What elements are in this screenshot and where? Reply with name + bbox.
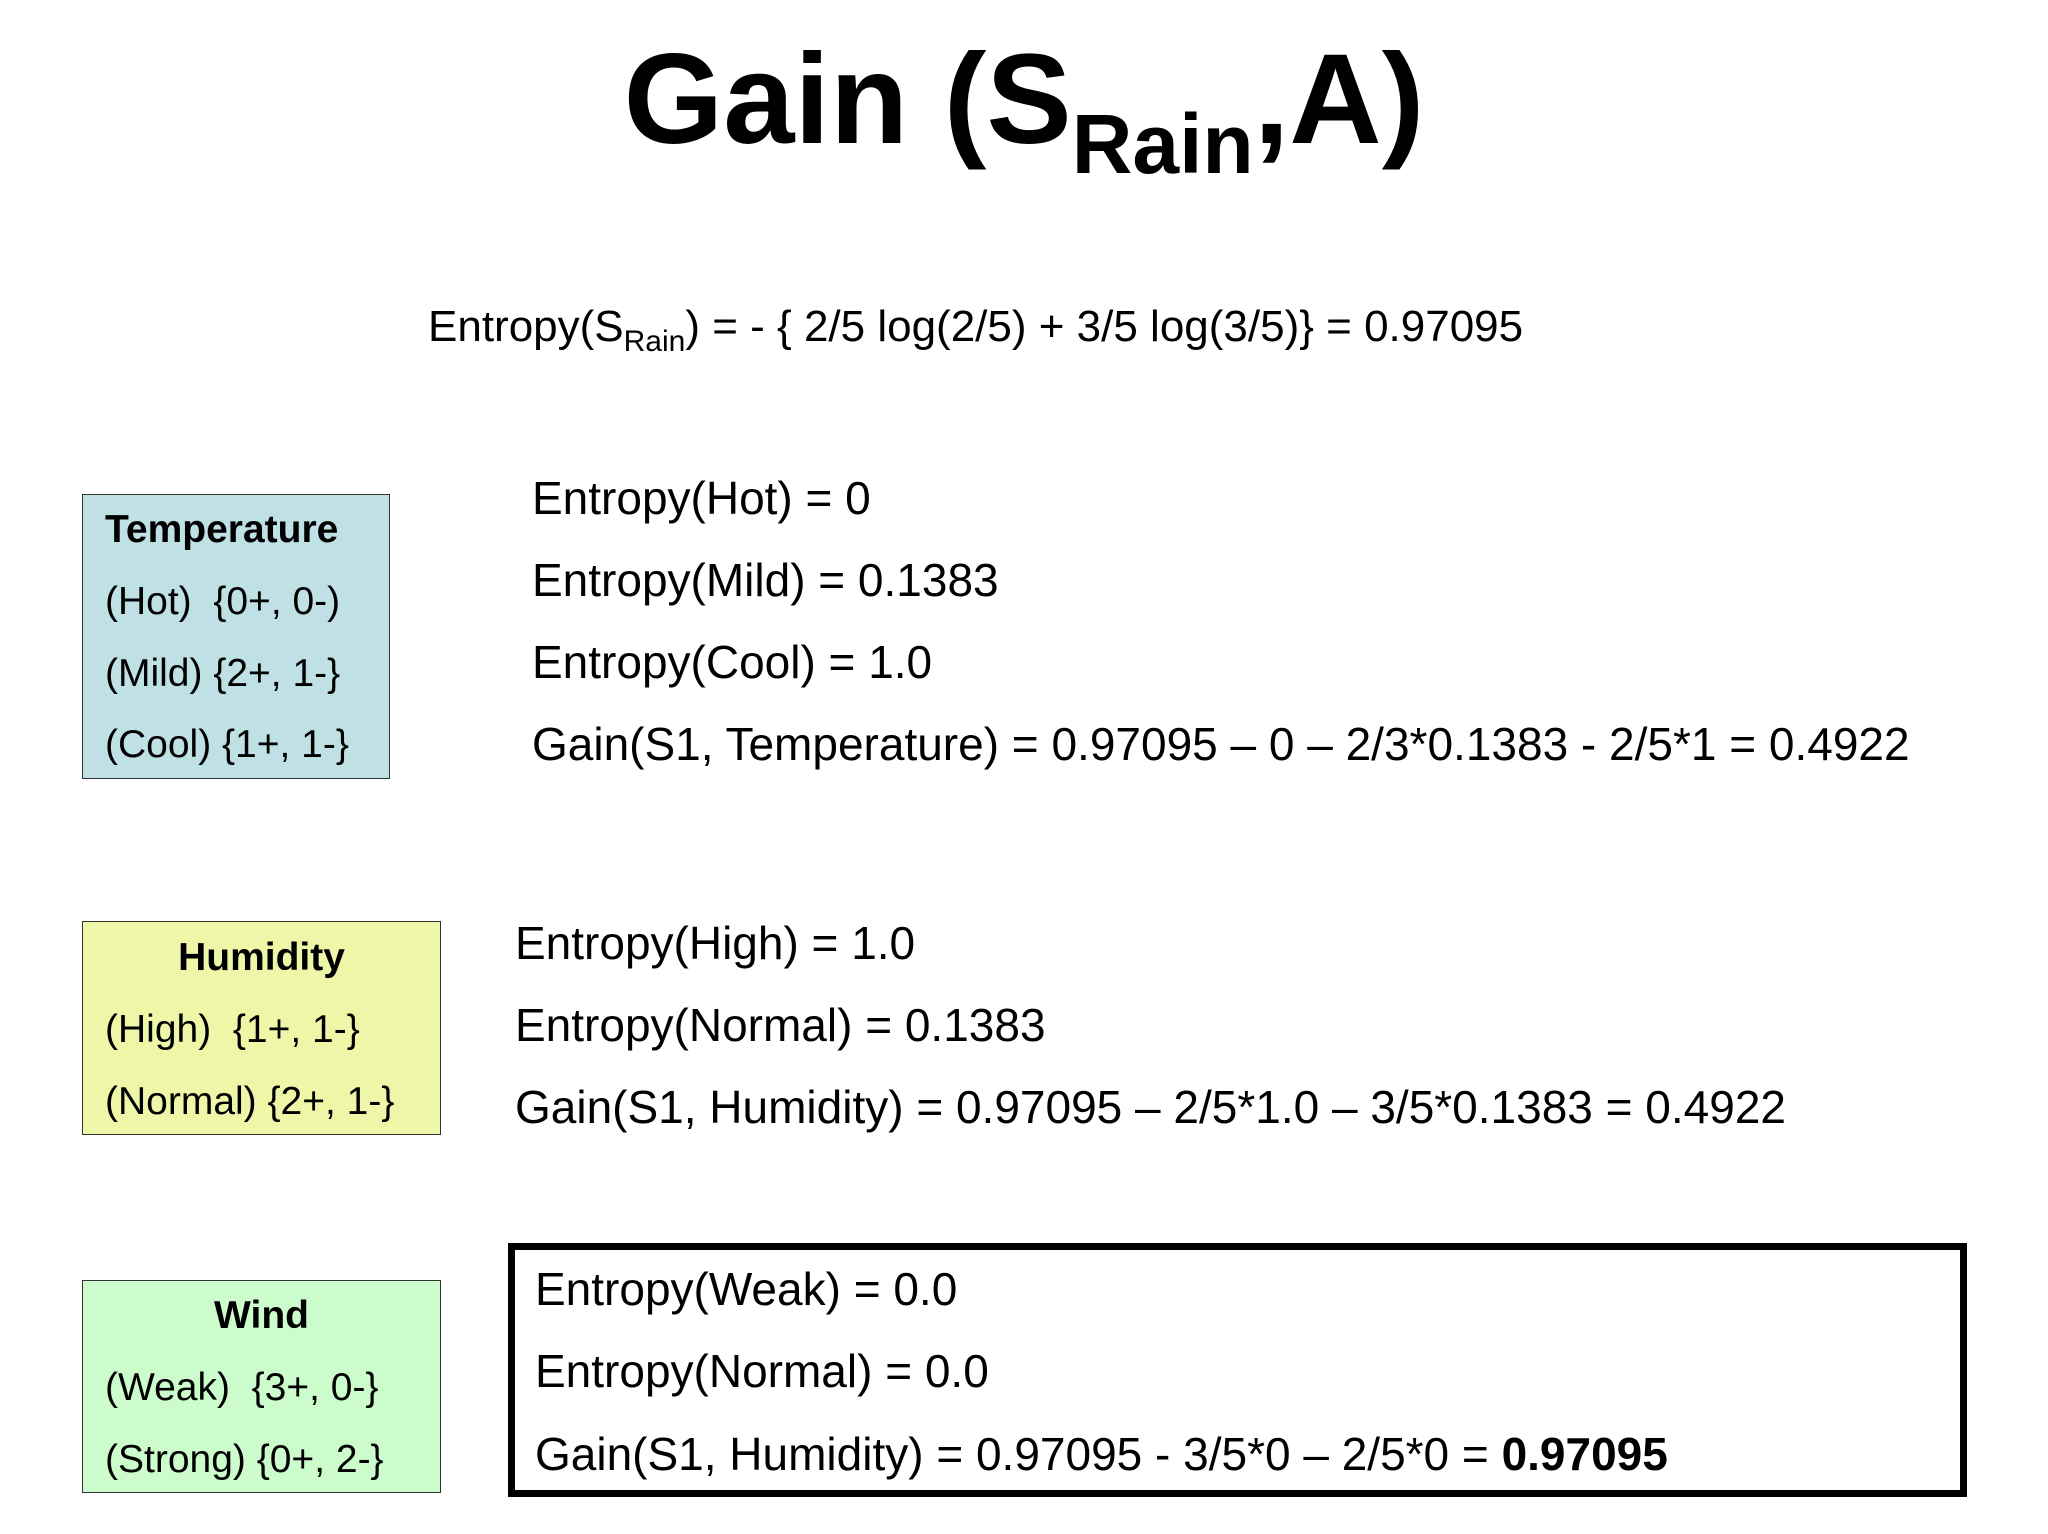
result-line: Entropy(High) = 1.0 — [515, 917, 916, 969]
box-title: Humidity — [178, 936, 345, 979]
box-line: (Mild) {2+, 1-} — [105, 652, 341, 695]
formula-subscript: Rain — [623, 325, 686, 358]
title-text: Gain (S — [623, 28, 1072, 171]
gain-value: 0.97095 — [1501, 1428, 1668, 1480]
attribute-box: Wind (Weak) {3+, 0-} (Strong) {0+, 2-} — [82, 1280, 441, 1493]
attribute-box: Temperature (Hot) {0+, 0-) (Mild) {2+, 1… — [82, 494, 390, 779]
formula-text: Entropy(S — [428, 302, 624, 351]
result-line: Entropy(Hot) = 0 — [532, 472, 871, 524]
highlight-frame — [508, 1243, 1967, 1497]
box-line: (Weak) {3+, 0-} — [105, 1366, 379, 1409]
slide-title: Gain (SRain,A) — [0, 20, 2048, 186]
result-line: Gain(S1, Humidity) = 0.97095 – 2/5*1.0 –… — [515, 1081, 1786, 1133]
result-line: Entropy(Cool) = 1.0 — [532, 636, 933, 688]
result-line: Entropy(Normal) = 0.0 — [535, 1345, 989, 1397]
result-line: Gain(S1, Temperature) = 0.97095 – 0 – 2/… — [532, 718, 1910, 770]
box-line: (Hot) {0+, 0-) — [105, 580, 341, 623]
box-line: (High) {1+, 1-} — [105, 1008, 360, 1051]
result-line: Entropy(Normal) = 0.1383 — [515, 999, 1046, 1051]
result-line: Entropy(Mild) = 0.1383 — [532, 554, 999, 606]
box-line: (Normal) {2+, 1-} — [105, 1080, 395, 1123]
gain-text: Gain(S1, Humidity) = 0.97095 - 3/5*0 – 2… — [535, 1428, 1502, 1480]
attribute-box: Humidity (High) {1+, 1-} (Normal) {2+, 1… — [82, 921, 441, 1135]
formula-text: ) = - { 2/5 log(2/5) + 3/5 log(3/5)} = 0… — [685, 302, 1524, 351]
result-line: Entropy(Weak) = 0.0 — [535, 1263, 958, 1315]
title-subscript: Rain — [1071, 97, 1254, 191]
entropy-formula: Entropy(SRain) = - { 2/5 log(2/5) + 3/5 … — [428, 300, 1524, 357]
title-text: ,A) — [1253, 28, 1425, 171]
box-line: (Strong) {0+, 2-} — [105, 1438, 384, 1481]
box-title: Wind — [214, 1294, 309, 1337]
box-title: Temperature — [105, 508, 339, 551]
result-line: Gain(S1, Humidity) = 0.97095 - 3/5*0 – 2… — [535, 1426, 1668, 1482]
box-line: (Cool) {1+, 1-} — [105, 723, 349, 766]
